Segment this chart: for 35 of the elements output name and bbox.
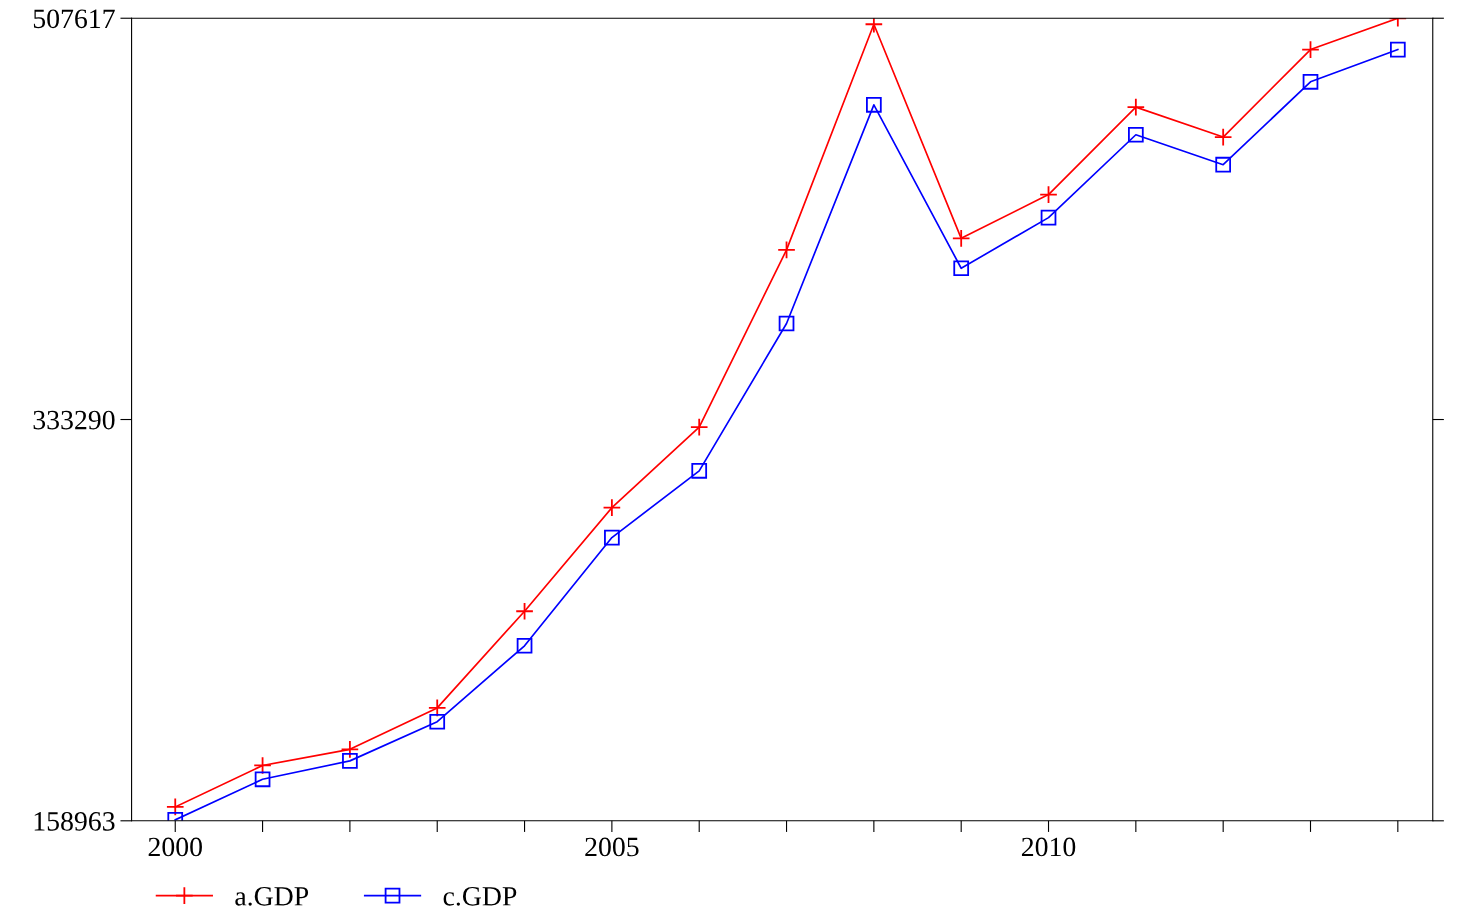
legend-label: c.GDP xyxy=(443,886,517,906)
point xyxy=(953,260,970,277)
point xyxy=(1301,40,1320,59)
point xyxy=(254,771,271,788)
point xyxy=(1302,73,1319,90)
point xyxy=(516,637,533,654)
x-tick-label: 2005 xyxy=(585,837,639,857)
point xyxy=(777,240,796,260)
point xyxy=(253,756,272,775)
point xyxy=(1215,156,1232,173)
point xyxy=(691,462,708,479)
point xyxy=(864,18,884,34)
y-tick-label: 333290 xyxy=(33,410,115,430)
point xyxy=(340,740,360,759)
point xyxy=(866,96,882,113)
x-tick-label: 2000 xyxy=(148,837,202,857)
point xyxy=(1389,41,1406,58)
point xyxy=(951,229,971,248)
point xyxy=(166,797,185,817)
point xyxy=(342,753,358,769)
legend-label: a.GDP xyxy=(235,886,309,906)
x-tick-label: 2010 xyxy=(1021,837,1076,857)
point xyxy=(1040,209,1057,226)
point xyxy=(778,315,795,332)
y-tick-label: 507617 xyxy=(33,9,115,29)
point xyxy=(515,602,534,621)
point xyxy=(602,498,622,517)
point xyxy=(689,417,709,437)
point xyxy=(1039,185,1058,204)
point xyxy=(1213,127,1233,147)
point xyxy=(1126,97,1146,117)
y-tick-label: 158963 xyxy=(34,811,115,831)
point xyxy=(1127,126,1144,143)
point xyxy=(429,713,446,730)
point xyxy=(604,529,620,546)
